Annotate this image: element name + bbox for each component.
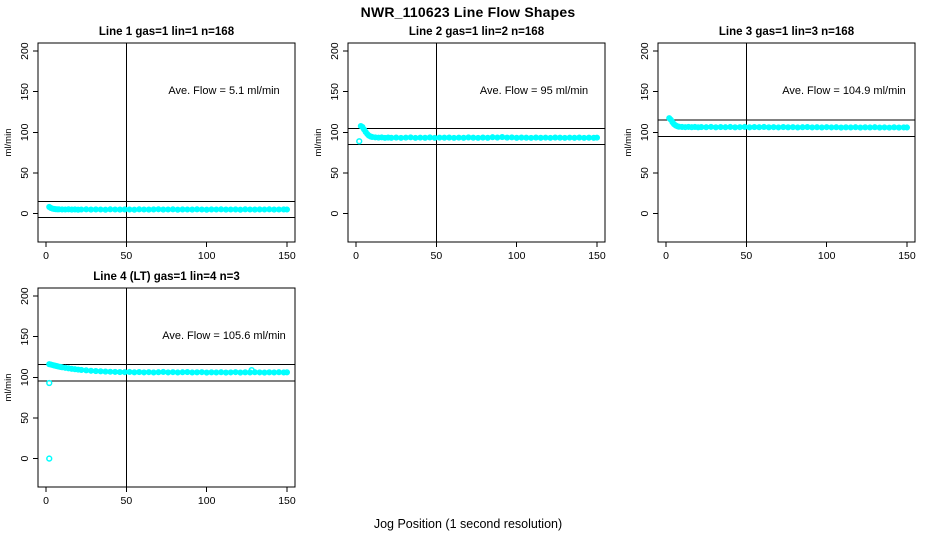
ave-flow-annotation: Ave. Flow = 95 ml/min [480,85,588,97]
x-tick-label: 100 [198,495,216,507]
data-point [71,206,78,213]
data-point [900,124,907,131]
plot-box [37,42,296,243]
plot-box [657,42,916,243]
data-point [283,369,291,376]
ave-flow-annotation: Ave. Flow = 5.1 ml/min [168,85,279,97]
data-point [62,364,69,371]
data-point [75,206,82,213]
panel-title: Line 3 gas=1 lin=3 n=168 [719,26,855,38]
y-axis-title: ml/min [623,129,634,157]
outlier-point [248,366,255,374]
x-axis-label: Jog Position (1 second resolution) [373,517,563,531]
data-point [903,124,911,131]
data-point [369,133,376,141]
y-tick-label: 200 [329,42,341,60]
x-tick-label: 0 [663,250,669,262]
y-tick-label: 0 [329,210,341,216]
data-point [280,369,287,376]
data-point [280,206,287,213]
y-tick-label: 150 [639,83,651,101]
data-point [381,134,388,141]
data-point [675,123,682,130]
y-tick-label: 0 [19,455,31,461]
data-point [385,134,392,141]
data-point [75,366,82,373]
panel-title: Line 2 gas=1 lin=2 n=168 [409,26,545,38]
data-point [65,206,72,213]
y-tick-label: 150 [329,83,341,101]
y-tick-label: 50 [639,167,651,179]
data-point [590,134,597,141]
y-tick-label: 50 [19,412,31,424]
y-axis-title: ml/min [313,129,324,157]
x-tick-label: 150 [278,250,296,262]
data-point [71,366,78,373]
y-tick-label: 100 [19,368,31,386]
panel-line2: Line 2 gas=1 lin=2 n=168 0 50 100 150 0 50 100 1… [313,26,606,262]
panel-line3: Line 3 gas=1 lin=3 n=168 0 50 100 150 0 50 100 1… [623,26,916,262]
y-tick-label: 0 [639,210,651,216]
ave-flow-annotation: Ave. Flow = 105.6 ml/min [162,330,286,342]
y-tick-label: 50 [19,167,31,179]
data-point [68,206,75,213]
data-point [691,123,698,131]
x-tick-label: 0 [353,250,359,262]
data-point [283,206,291,213]
data-point [59,206,66,213]
panel-title: Line 1 gas=1 lin=1 n=168 [99,26,235,38]
ave-flow-annotation: Ave. Flow = 104.9 ml/min [782,85,906,97]
y-tick-label: 150 [19,328,31,346]
data-point [372,134,379,141]
data-point [378,134,385,141]
data-point [695,124,702,131]
data-point [679,123,686,131]
data-point [685,123,692,130]
y-tick-label: 100 [329,123,341,141]
plot-box [347,42,606,243]
outlier-point [46,455,53,462]
y-tick-label: 100 [19,123,31,141]
x-tick-label: 150 [278,495,296,507]
data-point [682,124,689,131]
plot-box [37,287,296,488]
y-tick-label: 200 [19,287,31,305]
panel-line4: Line 4 (LT) gas=1 lin=4 n=3 0 50 100 150 0 50 1… [3,271,296,507]
x-tick-label: 50 [121,495,133,507]
x-tick-label: 150 [588,250,606,262]
data-point [593,134,601,141]
y-tick-label: 50 [329,167,341,179]
panel-line1: Line 1 gas=1 lin=1 n=168 0 50 100 150 0 50 100 1… [3,26,296,262]
y-tick-label: 200 [19,42,31,60]
x-tick-label: 50 [741,250,753,262]
outlier-point [46,379,53,387]
x-tick-label: 100 [818,250,836,262]
data-point [688,124,695,131]
data-point [65,365,72,372]
data-point [375,134,382,141]
outlier-point [356,138,363,145]
x-tick-label: 50 [431,250,443,262]
x-tick-label: 150 [898,250,916,262]
x-tick-label: 0 [43,495,49,507]
main-title: NWR_110623 Line Flow Shapes [360,4,576,20]
y-tick-label: 0 [19,210,31,216]
data-point [68,365,75,372]
x-tick-label: 50 [121,250,133,262]
y-axis-title: ml/min [3,129,14,157]
x-tick-label: 100 [508,250,526,262]
x-tick-label: 100 [198,250,216,262]
y-tick-label: 100 [639,123,651,141]
data-point [55,206,62,213]
x-tick-label: 0 [43,250,49,262]
y-axis-title: ml/min [3,374,14,402]
y-tick-label: 150 [19,83,31,101]
data-point [62,206,69,213]
data-point [59,364,66,371]
y-tick-label: 200 [639,42,651,60]
panel-title: Line 4 (LT) gas=1 lin=4 n=3 [93,271,239,283]
